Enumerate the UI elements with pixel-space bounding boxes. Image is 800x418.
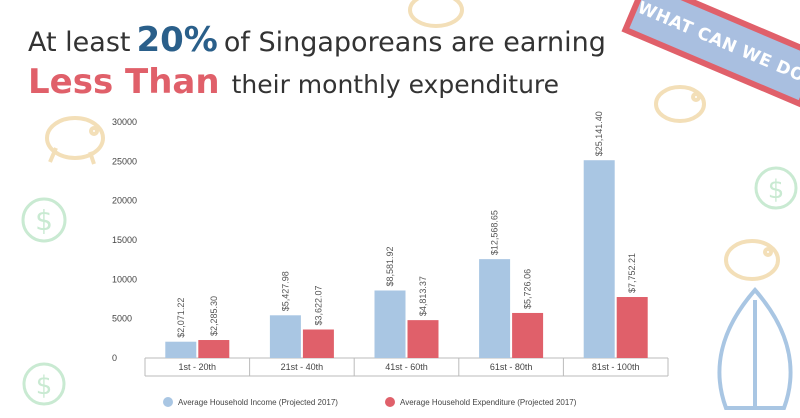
y-tick-label: 0 — [112, 353, 117, 363]
data-label: $12,568.65 — [490, 210, 500, 255]
expenditure-bar — [616, 297, 648, 358]
y-tick-label: 30000 — [112, 117, 137, 127]
x-tick-label: 61st - 80th — [490, 362, 533, 372]
expenditure-bar — [302, 329, 334, 358]
data-label: $2,071.22 — [176, 298, 186, 338]
expenditure-bar — [512, 312, 544, 358]
income-bar — [583, 160, 615, 358]
headline-line-2: Less Than their monthly expenditure — [28, 62, 559, 102]
legend-marker — [163, 397, 173, 407]
piggy-bank-icon — [408, 0, 464, 28]
y-tick-label: 25000 — [112, 156, 137, 166]
leaf-icon — [717, 286, 793, 410]
svg-text:$: $ — [768, 175, 785, 205]
headline-expenditure-text: their monthly expenditure — [231, 70, 560, 99]
data-label: $3,622.07 — [313, 285, 323, 325]
income-bar — [269, 315, 301, 358]
headline-percentage: 20% — [136, 20, 218, 60]
data-label: $2,285.30 — [209, 296, 219, 336]
data-label: $4,813.37 — [418, 276, 428, 316]
data-label: $7,752.21 — [627, 253, 637, 293]
expenditure-bar — [198, 340, 230, 358]
dollar-coin-icon: $ — [21, 197, 67, 243]
dollar-coin-icon: $ — [22, 362, 66, 406]
x-tick-label: 1st - 20th — [179, 362, 217, 372]
data-label: $5,726.06 — [523, 269, 533, 309]
svg-text:$: $ — [35, 204, 53, 237]
income-bar — [479, 259, 511, 358]
headline-line-1: At least 20% of Singaporeans are earning — [28, 20, 606, 60]
x-tick-label: 81st - 100th — [592, 362, 640, 372]
x-tick-label: 21st - 40th — [281, 362, 324, 372]
data-label: $25,141.40 — [594, 111, 604, 156]
legend-label: Average Household Income (Projected 2017… — [178, 398, 338, 407]
headline-prefix: At least — [28, 27, 131, 58]
piggy-bank-icon — [654, 85, 706, 123]
data-label: $5,427.98 — [280, 271, 290, 311]
piggy-bank-icon — [724, 239, 780, 281]
income-bar — [374, 290, 406, 358]
piggy-bank-icon — [45, 116, 105, 165]
y-tick-label: 20000 — [112, 196, 137, 206]
income-bar — [165, 341, 197, 358]
headline-suffix: of Singaporeans are earning — [223, 27, 606, 58]
legend-marker — [385, 397, 395, 407]
y-tick-label: 10000 — [112, 274, 137, 284]
expenditure-bar — [407, 320, 439, 358]
headline-less-than: Less Than — [28, 62, 220, 102]
data-label: $8,581.92 — [385, 246, 395, 286]
y-tick-label: 15000 — [112, 235, 137, 245]
legend-label: Average Household Expenditure (Projected… — [400, 398, 577, 407]
x-tick-label: 41st - 60th — [385, 362, 428, 372]
svg-text:$: $ — [36, 371, 53, 401]
dollar-coin-icon: $ — [754, 166, 798, 210]
y-tick-label: 5000 — [112, 314, 132, 324]
